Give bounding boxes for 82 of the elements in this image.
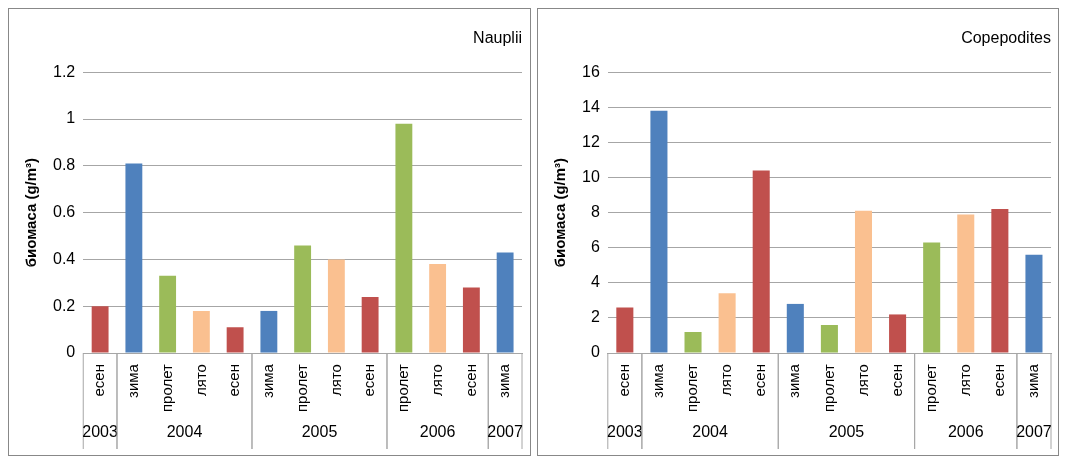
y-tick-label: 8 bbox=[590, 203, 600, 221]
y-tick-label: 0.8 bbox=[52, 156, 76, 174]
bar bbox=[990, 209, 1008, 353]
x-tick-label: пролет bbox=[394, 363, 412, 413]
x-tick-label: есен bbox=[750, 364, 768, 397]
x-tick-label: зима bbox=[648, 363, 666, 398]
text: 2003 bbox=[606, 423, 643, 441]
x-tick-label: пролет bbox=[921, 363, 939, 413]
bar bbox=[956, 214, 974, 353]
bar bbox=[854, 210, 872, 353]
y-tick-label: 12 bbox=[581, 132, 600, 150]
x-tick-label: лято bbox=[326, 364, 344, 396]
x-tick-label: зима bbox=[259, 363, 277, 398]
bar bbox=[159, 275, 177, 353]
bar bbox=[429, 264, 447, 353]
y-tick-label: 6 bbox=[590, 238, 600, 256]
x-tick-label: есен bbox=[360, 364, 378, 397]
x-tick-label: пролет bbox=[682, 363, 700, 413]
bar bbox=[361, 296, 379, 353]
bar bbox=[260, 310, 278, 353]
y-axis-title: биомаса (g/m³) bbox=[550, 157, 568, 268]
x-tick-label: зима bbox=[495, 363, 513, 398]
chart-title: Copepodites bbox=[960, 29, 1051, 47]
y-tick-label: 1 bbox=[66, 109, 76, 127]
text: 2007 bbox=[487, 423, 524, 441]
bar bbox=[752, 170, 770, 353]
x-tick-label: пролет bbox=[157, 363, 175, 413]
text: 2004 bbox=[691, 423, 728, 441]
text: 2005 bbox=[301, 423, 338, 441]
x-tick-label: лято bbox=[427, 364, 445, 396]
bar bbox=[395, 123, 413, 353]
x-tick-label: лято bbox=[853, 364, 871, 396]
x-tick-label: зима bbox=[1023, 363, 1041, 398]
y-tick-label: 0.6 bbox=[52, 203, 76, 221]
bar bbox=[888, 314, 906, 353]
y-tick-label: 10 bbox=[581, 167, 600, 185]
x-tick-label: пролет bbox=[292, 363, 310, 413]
x-tick-label: есен bbox=[225, 364, 243, 397]
bar bbox=[462, 287, 480, 353]
x-tick-label: лято bbox=[955, 364, 973, 396]
bar bbox=[192, 310, 210, 353]
bar bbox=[718, 293, 736, 353]
y-tick-label: 14 bbox=[581, 97, 600, 115]
text: 2005 bbox=[828, 423, 864, 441]
text: 2007 bbox=[1015, 423, 1052, 441]
text: 2004 bbox=[166, 423, 203, 441]
chart-title: Nauplii bbox=[473, 29, 522, 47]
y-tick-label: 0 bbox=[590, 343, 600, 361]
bar bbox=[684, 331, 702, 353]
y-tick-label: 1.2 bbox=[52, 62, 76, 80]
bar bbox=[294, 245, 312, 353]
bar bbox=[922, 242, 940, 353]
y-tick-label: 2 bbox=[590, 308, 600, 326]
y-axis-title: биомаса (g/m³) bbox=[22, 157, 40, 268]
bar bbox=[327, 259, 345, 353]
y-tick-label: 16 bbox=[581, 62, 600, 80]
x-tick-label: есен bbox=[90, 364, 108, 397]
bar bbox=[125, 163, 143, 353]
x-tick-label: есен bbox=[887, 364, 905, 397]
x-tick-label: лято bbox=[716, 364, 734, 396]
text: 2003 bbox=[82, 423, 119, 441]
x-tick-label: есен bbox=[989, 364, 1007, 397]
x-tick-label: зима bbox=[784, 363, 802, 398]
x-tick-label: зима bbox=[124, 363, 142, 398]
bar bbox=[91, 306, 109, 353]
bar bbox=[226, 327, 244, 353]
y-tick-label: 0.4 bbox=[52, 249, 76, 267]
text: 2006 bbox=[419, 423, 456, 441]
x-tick-label: есен bbox=[461, 364, 479, 397]
y-tick-label: 0.2 bbox=[52, 296, 76, 314]
bar bbox=[496, 252, 514, 353]
x-tick-label: есен bbox=[614, 364, 632, 397]
bar bbox=[649, 110, 667, 353]
bar bbox=[615, 307, 633, 353]
bar bbox=[820, 324, 838, 353]
bar bbox=[786, 303, 804, 353]
x-tick-label: пролет bbox=[819, 363, 837, 413]
y-tick-label: 4 bbox=[590, 273, 600, 291]
x-tick-label: лято bbox=[191, 364, 209, 396]
bar bbox=[1024, 254, 1042, 353]
text: 2006 bbox=[947, 423, 984, 441]
y-tick-label: 0 bbox=[66, 343, 76, 361]
